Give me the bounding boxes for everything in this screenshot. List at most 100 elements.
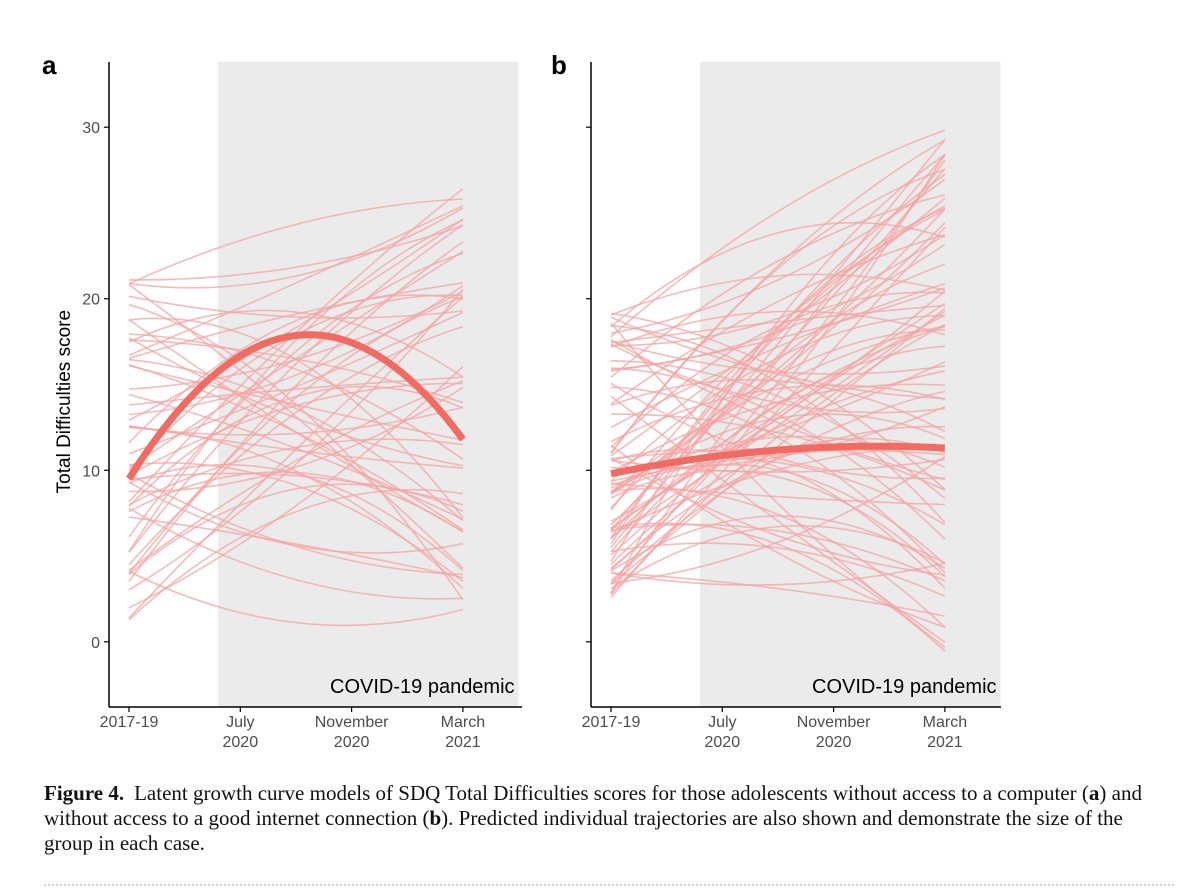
- individual-trajectory-line: [128, 205, 464, 357]
- pandemic-label: COVID-19 pandemic: [812, 676, 997, 698]
- individual-trajectory-line: [610, 273, 946, 316]
- individual-trajectory-line: [128, 365, 464, 441]
- individual-trajectory-line: [610, 340, 946, 375]
- x-tick-label-year: 2020: [705, 734, 741, 751]
- individual-trajectory-line: [610, 523, 946, 582]
- individual-trajectory-line: [128, 333, 464, 460]
- individual-trajectory-line: [128, 488, 464, 621]
- x-tick-label-year: 2021: [927, 734, 963, 751]
- individual-trajectory-line: [610, 367, 946, 540]
- individual-trajectory-line: [128, 463, 464, 572]
- individual-trajectory-line: [128, 376, 463, 406]
- individual-trajectory-line: [128, 311, 464, 455]
- panel-letter: b: [551, 50, 567, 80]
- individual-trajectory-line: [128, 198, 463, 285]
- individual-trajectory-line: [610, 455, 946, 584]
- x-tick-label-year: 2020: [334, 734, 370, 751]
- y-tick-label: 20: [82, 292, 100, 309]
- pandemic-label: COVID-19 pandemic: [330, 676, 515, 698]
- caption-bold-b: b: [429, 806, 442, 830]
- individual-trajectory-line: [128, 295, 463, 319]
- x-tick-label: July: [226, 714, 254, 731]
- individual-trajectory-line: [128, 337, 464, 467]
- individual-trajectory-line: [610, 291, 945, 448]
- individual-trajectory-line: [610, 525, 946, 590]
- individual-trajectory-line: [128, 386, 464, 493]
- individual-trajectory-line: [610, 139, 946, 549]
- x-tick-label: 2017-19: [100, 714, 159, 731]
- individual-trajectory-line: [128, 358, 464, 522]
- individual-trajectory-line: [610, 448, 946, 589]
- panel-letter: a: [42, 50, 57, 80]
- individual-trajectory-line: [610, 323, 946, 595]
- individual-trajectory-line: [610, 263, 946, 531]
- individual-trajectory-line: [128, 317, 464, 519]
- individual-trajectory-line: [610, 310, 946, 348]
- y-axis-title: Total Difficulties score: [54, 310, 75, 493]
- x-tick-label-year: 2020: [223, 734, 259, 751]
- individual-trajectory-line: [128, 483, 464, 575]
- individual-trajectory-line: [610, 168, 946, 526]
- individual-trajectory-line: [610, 395, 946, 643]
- caption-bold-a: a: [1088, 781, 1100, 805]
- individual-trajectory-line: [610, 384, 946, 443]
- figure-caption: Figure 4. Latent growth curve models of S…: [44, 781, 1174, 856]
- panel-b: COVID-19 pandemic 2017-19 July 2020 November…: [551, 50, 1001, 751]
- individual-trajectory-line: [128, 288, 464, 591]
- individual-trajectories: [128, 188, 464, 627]
- x-tick-label: November: [315, 714, 389, 731]
- individual-trajectory-line: [128, 393, 464, 521]
- individual-trajectory-line: [610, 325, 946, 493]
- individual-trajectory-line: [610, 173, 946, 562]
- x-tick-label: 2017-19: [582, 714, 641, 731]
- y-tick-label: 0: [91, 635, 100, 652]
- individual-trajectory-line: [610, 325, 946, 540]
- caption-text-1: Latent growth curve models of SDQ Total …: [134, 781, 1089, 805]
- mean-trajectory-line: [126, 331, 466, 481]
- individual-trajectory-line: [128, 471, 464, 533]
- individual-trajectory-line: [610, 488, 946, 628]
- individual-trajectory-line: [128, 224, 464, 553]
- individual-trajectory-line: [128, 309, 464, 378]
- x-tick-label: November: [797, 714, 871, 731]
- individual-trajectory-line: [610, 382, 945, 480]
- x-tick-label-year: 2020: [816, 734, 852, 751]
- individual-trajectory-line: [610, 282, 946, 429]
- individual-trajectory-line: [128, 472, 464, 506]
- individual-trajectory-line: [128, 380, 464, 571]
- individual-trajectory-line: [610, 168, 946, 455]
- individual-trajectory-line: [610, 542, 946, 598]
- individual-trajectory-line: [128, 296, 464, 619]
- individual-trajectory-line: [128, 225, 464, 281]
- individual-trajectories: [610, 129, 946, 652]
- individual-trajectory-line: [610, 322, 946, 648]
- x-tick-label: March: [441, 714, 485, 731]
- caption-text-2: ) and without access to a good internet …: [44, 781, 1142, 830]
- mean-trajectory-line: [610, 442, 946, 478]
- x-tick-label: July: [708, 714, 736, 731]
- individual-trajectory-line: [610, 159, 946, 585]
- individual-trajectory-line: [128, 363, 464, 531]
- individual-trajectory-line: [610, 482, 945, 506]
- individual-trajectory-line: [128, 296, 464, 574]
- individual-trajectory-line: [128, 462, 464, 582]
- y-tick-label: 10: [82, 463, 100, 480]
- individual-trajectory-line: [128, 507, 463, 600]
- individual-trajectory-line: [610, 345, 945, 553]
- individual-trajectory-line: [610, 178, 946, 334]
- pandemic-shade: [218, 62, 519, 707]
- individual-trajectory-line: [610, 316, 945, 400]
- individual-trajectory-line: [610, 314, 945, 482]
- individual-trajectory-line: [610, 562, 946, 586]
- individual-trajectory-line: [128, 570, 464, 627]
- caption-label: Figure 4.: [44, 781, 125, 805]
- panel-a: COVID-19 pandemic 0 10 20 30 2017-19 July 2020 N…: [42, 50, 522, 751]
- individual-trajectory-line: [610, 413, 946, 491]
- individual-trajectory-line: [610, 154, 946, 594]
- y-tick-label: 30: [82, 120, 100, 137]
- individual-trajectory-line: [610, 153, 946, 571]
- individual-trajectory-line: [128, 325, 464, 566]
- individual-trajectory-line: [610, 233, 946, 347]
- individual-trajectory-line: [128, 252, 464, 538]
